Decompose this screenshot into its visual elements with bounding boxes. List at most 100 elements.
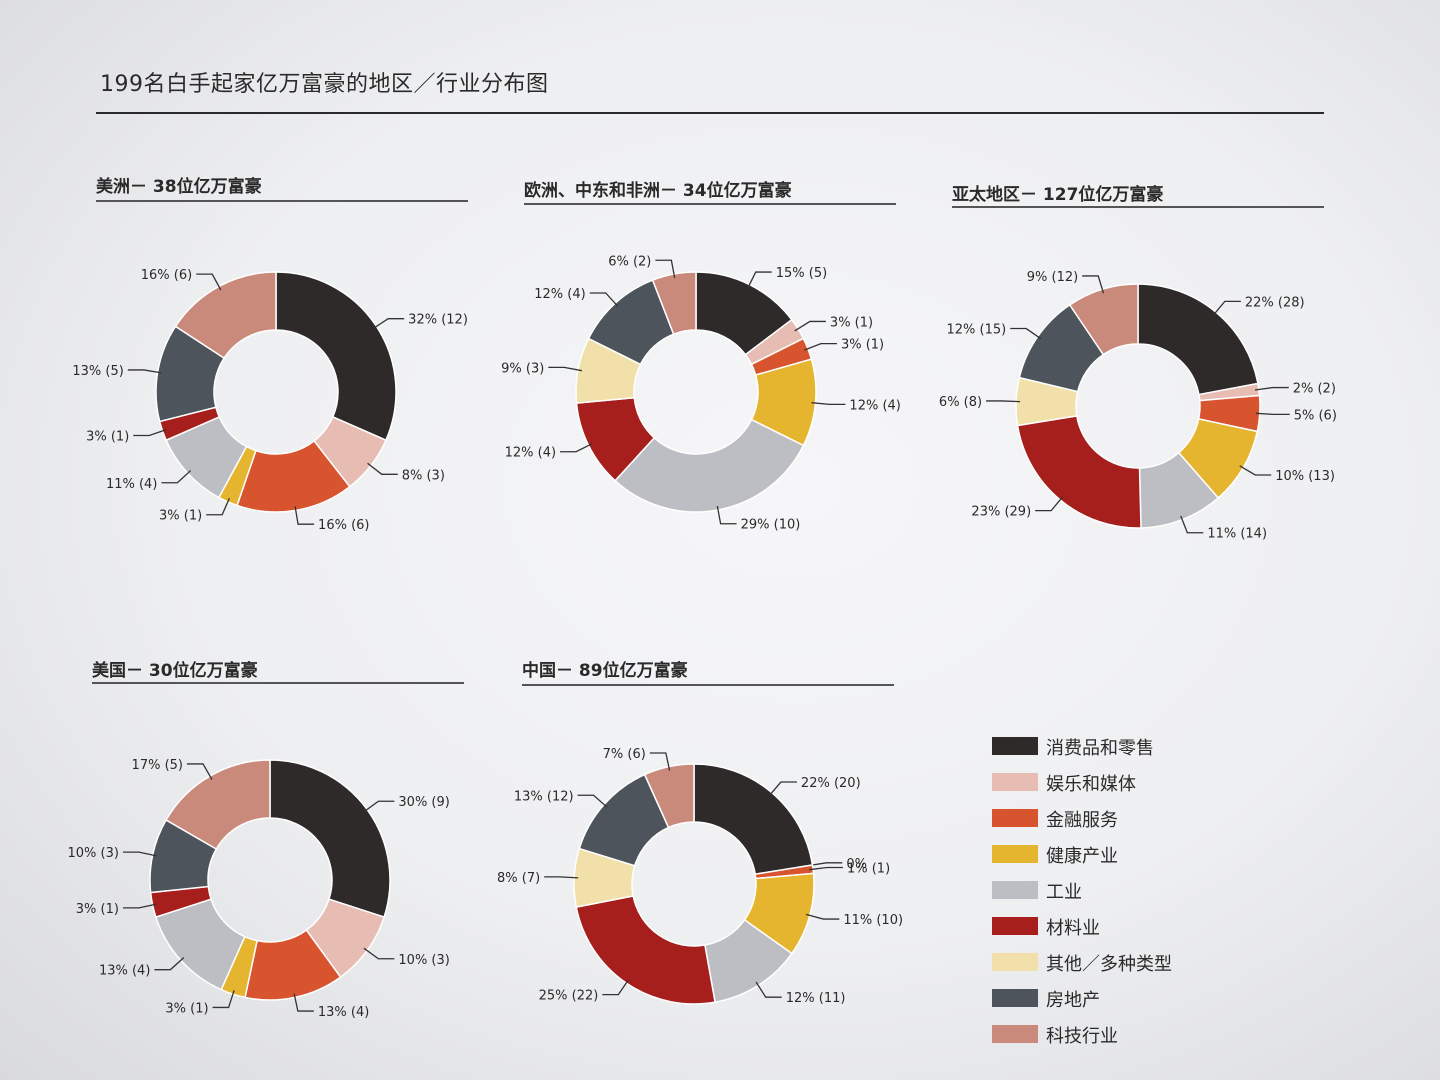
leader-line <box>1255 412 1290 416</box>
legend-swatch <box>992 917 1038 935</box>
data-label: 30% (9) <box>398 795 449 810</box>
data-label: 22% (28) <box>1245 295 1305 310</box>
leader-line <box>161 470 192 484</box>
leader-line <box>372 318 405 330</box>
data-label: 11% (10) <box>843 913 903 928</box>
data-label: 10% (3) <box>398 953 449 968</box>
donut-slice-cat4 <box>614 418 805 513</box>
donut-slice-cat8 <box>643 763 695 829</box>
donut-slice-cat0 <box>269 759 391 919</box>
legend-label: 科技行业 <box>1046 1026 1118 1047</box>
legend-swatch <box>992 953 1038 971</box>
donut-slice-cat8 <box>1068 283 1139 356</box>
data-label: 17% (5) <box>132 758 183 773</box>
donut-slice-cat5 <box>1016 415 1142 529</box>
legend-label: 材料业 <box>1046 918 1100 939</box>
data-label: 11% (14) <box>1207 527 1267 542</box>
leader-line <box>212 990 235 1009</box>
data-label: 3% (1) <box>830 315 873 330</box>
legend-swatch <box>992 989 1038 1007</box>
donut-slice-cat0 <box>693 763 814 876</box>
legend-swatch <box>992 773 1038 791</box>
leader-line <box>548 366 583 372</box>
data-label: 2% (2) <box>1293 382 1336 397</box>
leader-line <box>1082 275 1105 294</box>
legend-label: 消费品和零售 <box>1046 738 1154 759</box>
leader-line <box>127 369 162 374</box>
leader-line <box>805 913 840 920</box>
data-label: 1% (1) <box>847 861 890 876</box>
page-title: 199名白手起家亿万富豪的地区／行业分布图 <box>100 72 549 97</box>
leader-line <box>768 781 797 797</box>
data-label: 8% (3) <box>402 468 445 483</box>
data-label: 22% (20) <box>801 776 861 791</box>
donut-slice-cat8 <box>651 271 697 336</box>
leader-line <box>1239 465 1272 476</box>
data-label: 3% (1) <box>159 509 202 524</box>
data-label: 7% (6) <box>603 747 646 762</box>
donut-slice-cat0 <box>1137 283 1259 396</box>
data-label: 13% (4) <box>99 964 150 979</box>
title-divider <box>96 112 1324 114</box>
leader-line <box>206 497 230 516</box>
leader-line <box>544 876 579 879</box>
chart-title-china: 中国－ 89位亿万富豪 <box>522 661 688 681</box>
data-label: 15% (5) <box>776 266 827 281</box>
leader-line <box>363 800 395 813</box>
legend-label: 娱乐和媒体 <box>1046 774 1136 795</box>
donut-slice-cat0 <box>275 271 397 442</box>
legend-label: 房地产 <box>1046 990 1100 1011</box>
data-label: 3% (1) <box>76 902 119 917</box>
data-label: 8% (7) <box>497 871 540 886</box>
leader-line <box>1212 300 1241 316</box>
donut-chart-americas: 32% (12) 8% (3) 16% (6) 3% (1) 11% (4) 3% (1)… <box>72 268 468 533</box>
data-label: 9% (3) <box>501 361 544 376</box>
data-label: 12% (15) <box>947 323 1007 338</box>
data-label: 12% (4) <box>849 398 900 413</box>
leader-line <box>577 794 608 808</box>
data-label: 32% (12) <box>408 313 468 328</box>
data-label: 10% (13) <box>1275 469 1335 484</box>
leader-line <box>293 993 314 1012</box>
donut-chart-emea: 15% (5) 3% (1) 3% (1) 12% (4) 29% (10) 12% (4… <box>501 254 901 533</box>
leader-line <box>794 320 826 332</box>
leader-line <box>649 752 671 771</box>
data-label: 11% (4) <box>106 477 157 492</box>
leader-line <box>1180 515 1204 534</box>
leader-line <box>196 273 222 291</box>
donut-slice-cat8 <box>174 271 277 360</box>
data-label: 13% (5) <box>72 364 123 379</box>
leader-line <box>755 981 782 998</box>
data-label: 0% <box>846 857 867 872</box>
legend-swatch <box>992 845 1038 863</box>
leader-line <box>154 957 185 971</box>
leader-line <box>602 979 630 996</box>
legend-label: 健康产业 <box>1046 846 1118 867</box>
donut-chart-asia-pacific: 22% (28) 2% (2) 5% (6) 10% (13) 11% (14) 23% … <box>939 270 1337 542</box>
chart-title-usa: 美国－ 30位亿万富豪 <box>92 661 258 681</box>
leader-line <box>187 763 213 780</box>
donut-slice-cat8 <box>165 759 271 851</box>
legend-swatch <box>992 1025 1038 1043</box>
data-label: 6% (2) <box>608 254 651 269</box>
leader-line <box>809 866 843 871</box>
data-label: 29% (10) <box>741 518 801 533</box>
leader-line <box>560 443 593 453</box>
chart-title-emea: 欧洲、中东和非洲－ 34位亿万富豪 <box>524 181 792 201</box>
data-label: 10% (3) <box>67 846 118 861</box>
leader-line <box>803 342 837 351</box>
chart-title-divider <box>92 682 464 684</box>
leader-line <box>589 292 619 307</box>
leader-line <box>294 506 315 525</box>
data-label: 12% (11) <box>786 991 846 1006</box>
legend-label: 其他／多种类型 <box>1046 954 1172 975</box>
chart-title-americas: 美洲－ 38位亿万富豪 <box>96 177 262 197</box>
leader-line <box>716 505 737 525</box>
legend-swatch <box>992 809 1038 827</box>
data-label: 12% (4) <box>505 446 556 461</box>
data-label: 3% (1) <box>86 430 129 445</box>
legend-swatch <box>992 881 1038 899</box>
leader-line <box>1035 496 1064 512</box>
legend-label: 金融服务 <box>1046 810 1118 831</box>
